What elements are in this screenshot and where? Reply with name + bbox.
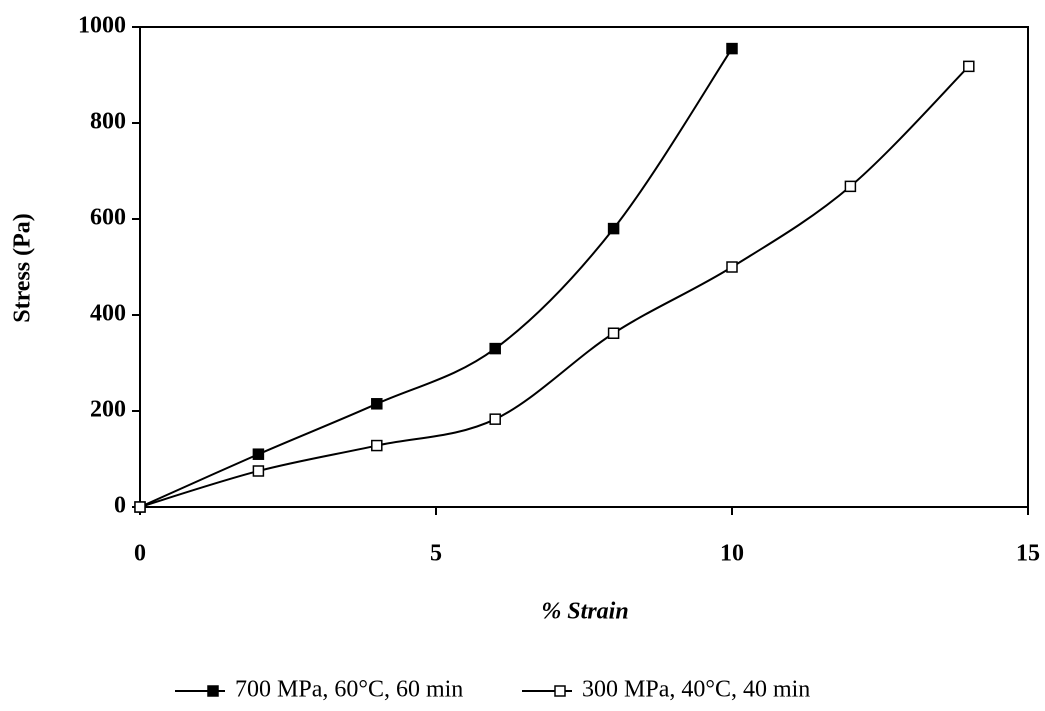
marker: [607, 222, 620, 235]
marker: [252, 448, 265, 460]
x-tick-label: 15: [1016, 541, 1040, 567]
series-line: [139, 48, 733, 508]
marker: [371, 439, 383, 452]
marker: [371, 398, 383, 410]
y-tick-label: 0: [114, 493, 126, 519]
x-axis-label: % Strain: [541, 599, 628, 625]
marker: [489, 413, 501, 425]
marker: [726, 261, 738, 273]
legend-label: 700 MPa, 60°C, 60 min: [235, 677, 463, 703]
marker: [607, 327, 620, 339]
legend-marker: [207, 685, 219, 697]
y-tick-label: 600: [90, 205, 126, 231]
marker: [252, 465, 265, 477]
legend-label: 300 MPa, 40°C, 40 min: [582, 677, 810, 703]
x-tick-label: 5: [430, 541, 442, 567]
y-axis-label: Stress (Pa): [10, 213, 36, 323]
marker: [489, 342, 501, 355]
marker: [134, 501, 146, 513]
marker: [726, 42, 738, 55]
y-tick-label: 400: [90, 301, 126, 327]
series-line: [139, 65, 970, 508]
x-tick-label: 0: [134, 541, 146, 567]
marker: [963, 60, 975, 73]
y-tick-label: 800: [90, 109, 126, 135]
legend-marker: [554, 685, 566, 697]
plot-frame: [139, 26, 1029, 508]
y-tick-label: 1000: [78, 13, 126, 39]
y-tick-label: 200: [90, 397, 126, 423]
marker: [844, 180, 857, 193]
x-tick-label: 10: [720, 541, 744, 567]
